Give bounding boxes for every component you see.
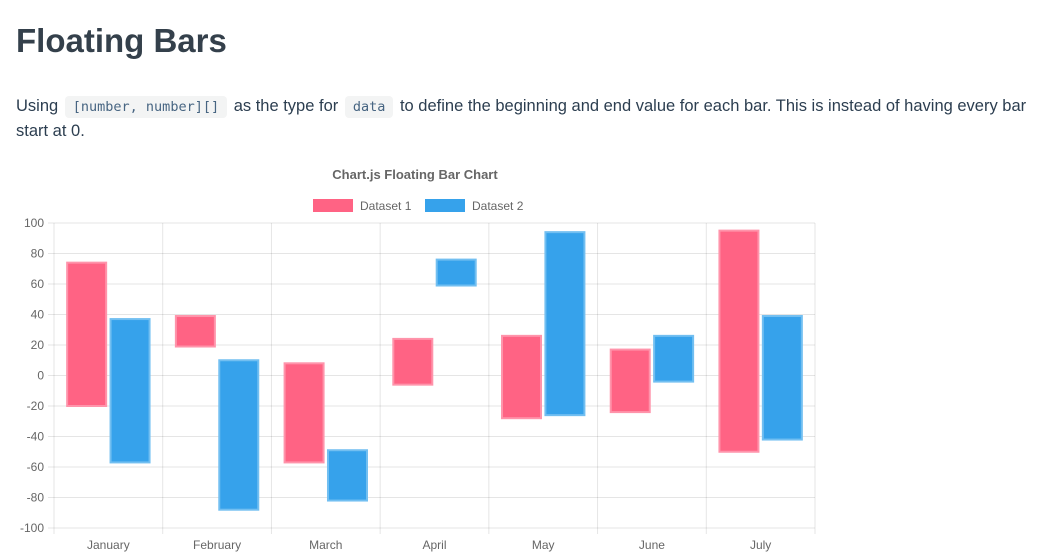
plot-area: 100 80 60 40 20 0 -20 -40 -60 -80 -100 January Febru… bbox=[20, 216, 816, 552]
inline-code-type: [number, number][] bbox=[64, 96, 228, 118]
floating-bar-chart: Chart.js Floating Bar Chart Dataset 1 Da… bbox=[0, 161, 830, 552]
bar-dataset-2-may[interactable] bbox=[544, 231, 586, 417]
y-tick-label: 40 bbox=[31, 308, 45, 322]
intro-paragraph: Using [number, number][] as the type for… bbox=[16, 94, 1041, 143]
bar-dataset-2-june[interactable] bbox=[653, 334, 695, 383]
bar-dataset-1-may[interactable] bbox=[501, 334, 543, 420]
y-tick-label: -100 bbox=[20, 521, 44, 535]
bar-dataset-2-march[interactable] bbox=[326, 449, 368, 502]
bar-dataset-1-march[interactable] bbox=[283, 362, 325, 464]
chart-canvas: Chart.js Floating Bar Chart Dataset 1 Da… bbox=[20, 167, 816, 552]
x-axis-label: January bbox=[87, 538, 130, 552]
inline-code-data: data bbox=[344, 96, 394, 118]
y-tick-label: -60 bbox=[27, 460, 45, 474]
y-tick-label: -20 bbox=[27, 399, 45, 413]
intro-text-3: to define the beginning and end value fo… bbox=[16, 97, 1027, 140]
bar-dataset-1-january[interactable] bbox=[66, 261, 108, 408]
y-tick-label: 0 bbox=[37, 369, 44, 383]
bar-dataset-1-april[interactable] bbox=[392, 337, 434, 386]
bar-dataset-2-july[interactable] bbox=[761, 315, 803, 441]
x-axis-label: February bbox=[193, 538, 241, 552]
bar-dataset-1-july[interactable] bbox=[718, 229, 760, 453]
bar-dataset-2-april[interactable] bbox=[435, 258, 477, 287]
x-axis-label: March bbox=[309, 538, 342, 552]
y-tick-label: -40 bbox=[27, 430, 45, 444]
page-content: Floating Bars Using [number, number][] a… bbox=[0, 22, 1057, 552]
y-tick-label: 60 bbox=[31, 277, 45, 291]
chart-title: Chart.js Floating Bar Chart bbox=[332, 167, 498, 182]
x-axis-label: April bbox=[422, 538, 446, 552]
x-axis-label: June bbox=[639, 538, 665, 552]
bar-dataset-1-june[interactable] bbox=[609, 348, 651, 414]
legend-label-dataset-1: Dataset 1 bbox=[360, 199, 412, 213]
legend-swatch-dataset-1 bbox=[313, 199, 353, 212]
bar-dataset-1-february[interactable] bbox=[174, 315, 216, 348]
y-tick-label: -80 bbox=[27, 491, 45, 505]
bar-dataset-2-january[interactable] bbox=[109, 318, 151, 464]
intro-text-2: as the type for bbox=[233, 97, 339, 115]
intro-text-1: Using bbox=[16, 97, 59, 115]
x-axis-label: May bbox=[532, 538, 555, 552]
bar-dataset-2-february[interactable] bbox=[218, 359, 260, 511]
y-tick-label: 100 bbox=[24, 216, 44, 230]
y-tick-label: 80 bbox=[31, 247, 45, 261]
legend-item-dataset-1[interactable]: Dataset 1 bbox=[313, 199, 412, 213]
x-axis-label: July bbox=[750, 538, 771, 552]
legend-label-dataset-2: Dataset 2 bbox=[472, 199, 524, 213]
legend-item-dataset-2[interactable]: Dataset 2 bbox=[425, 199, 524, 213]
legend-swatch-dataset-2 bbox=[425, 199, 465, 212]
y-tick-label: 20 bbox=[31, 338, 45, 352]
page-title: Floating Bars bbox=[16, 22, 227, 59]
